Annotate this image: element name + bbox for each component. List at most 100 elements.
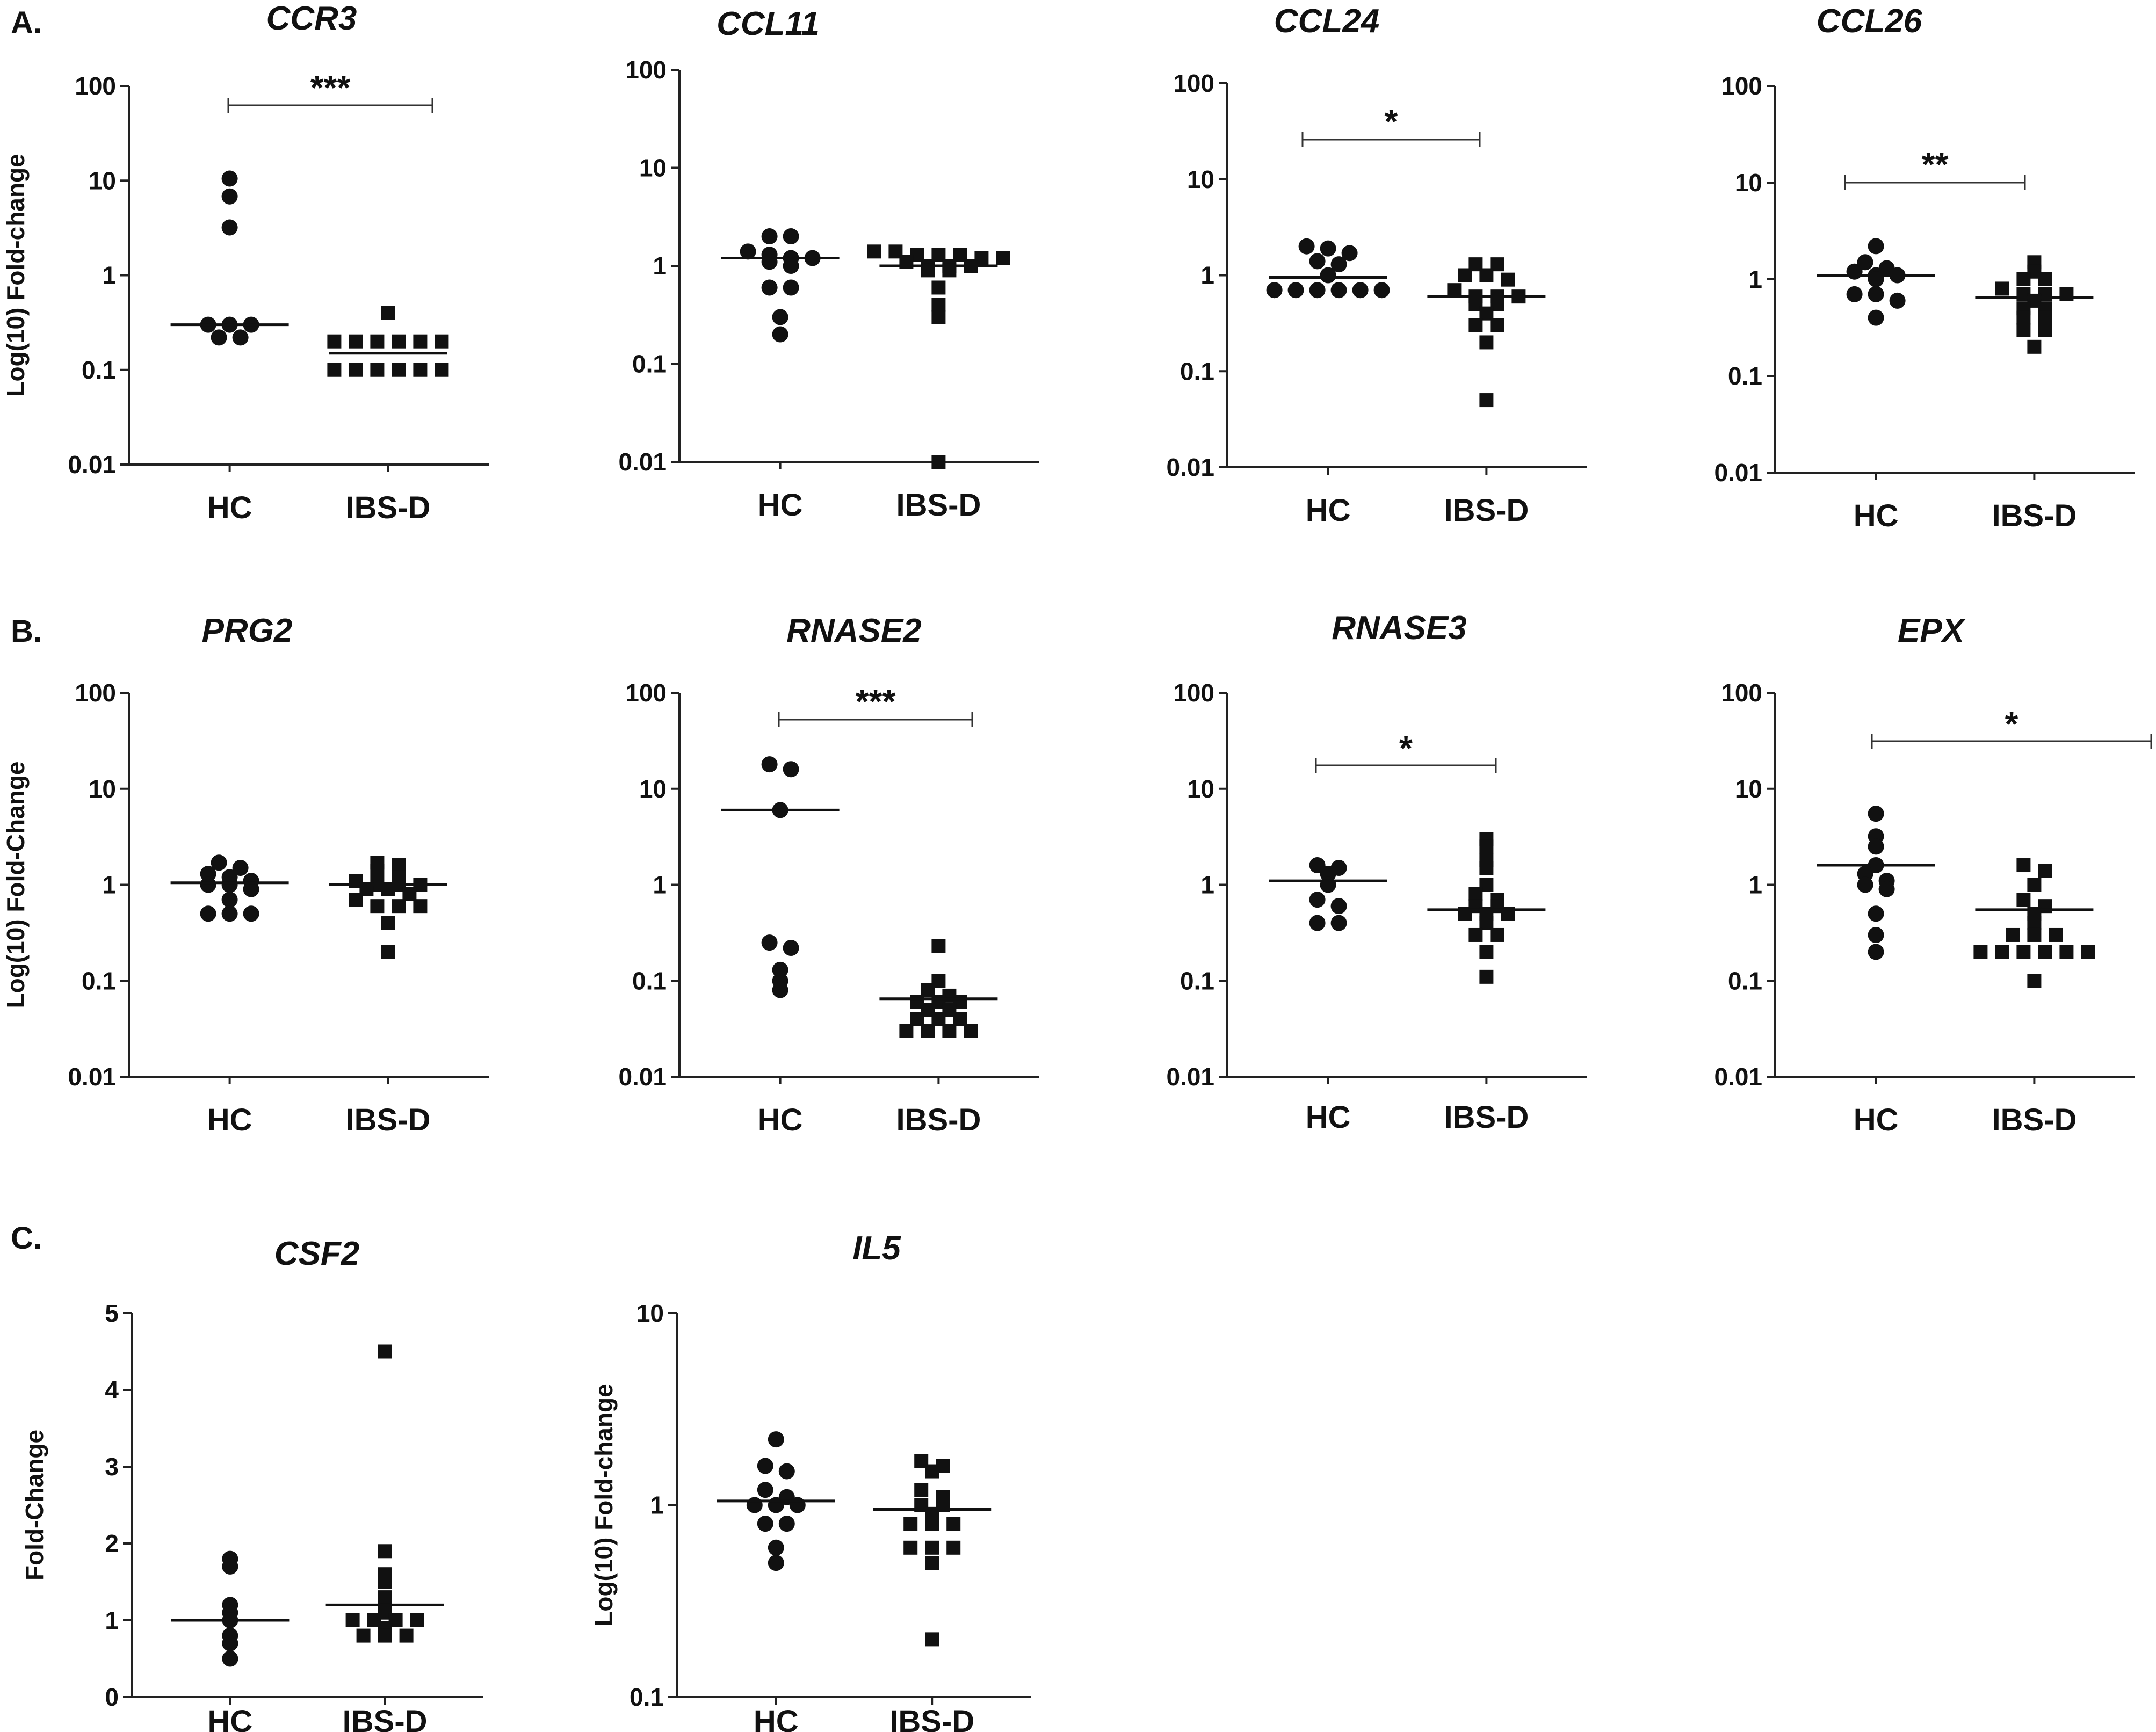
- data-point-ibs-d: [370, 334, 385, 349]
- chart-title: PRG2: [202, 612, 293, 649]
- data-point-ibs-d: [356, 1628, 371, 1643]
- data-point-hc: [1320, 267, 1336, 284]
- x-category-label: IBS-D: [1444, 1100, 1529, 1135]
- chart-ccl26: CCL26 0.01 0.1 1 10 100 HC IBS-D **: [1714, 3, 2135, 533]
- x-category-label: IBS-D: [345, 1103, 430, 1137]
- x-category-label: HC: [1306, 1100, 1351, 1135]
- data-point-ibs-d: [2016, 323, 2031, 337]
- chart-title: EPX: [1898, 612, 1966, 649]
- data-point-ibs-d: [2016, 272, 2031, 286]
- data-point-ibs-d: [370, 363, 385, 377]
- data-point-hc: [1330, 915, 1347, 931]
- data-point-ibs-d: [349, 363, 363, 377]
- data-point-ibs-d: [327, 363, 342, 377]
- y-tick-label: 0.1: [82, 356, 116, 384]
- chart-title: IL5: [852, 1230, 901, 1267]
- data-point-ibs-d: [903, 1540, 918, 1555]
- data-point-hc: [783, 761, 799, 778]
- chart-prg2: PRG2 0.01 0.1 1 10 100 HC IBS-D Log(10) Fold-Cha…: [2, 612, 489, 1137]
- data-point-ibs-d: [378, 1628, 392, 1643]
- data-point-hc: [1868, 806, 1884, 822]
- significance-stars: ***: [856, 682, 896, 721]
- significance-stars: *: [1399, 729, 1413, 767]
- significance-stars: ***: [310, 68, 351, 107]
- data-point-hc: [221, 219, 238, 236]
- y-tick-label: 0.01: [1714, 459, 1762, 487]
- data-point-ibs-d: [2049, 927, 2063, 942]
- data-point-ibs-d: [2016, 310, 2031, 325]
- chart-ccl11: CCL11 0.01 0.1 1 10 100 HC IBS-D: [618, 5, 1039, 523]
- data-point-hc: [761, 756, 778, 773]
- y-axis-title: Log(10) Fold-change: [2, 154, 30, 396]
- data-point-hc: [772, 982, 788, 998]
- data-point-hc: [1352, 282, 1369, 299]
- data-point-ibs-d: [925, 1556, 939, 1570]
- data-point-hc: [1857, 876, 1873, 893]
- data-point-hc: [222, 1558, 238, 1575]
- data-point-hc: [768, 1555, 784, 1571]
- data-point-ibs-d: [921, 983, 935, 997]
- y-tick-label: 10: [639, 775, 667, 803]
- x-category-label: HC: [754, 1704, 799, 1732]
- y-tick-label: 1: [102, 262, 116, 289]
- data-point-hc: [243, 881, 259, 897]
- x-category-label: IBS-D: [343, 1704, 428, 1732]
- data-point-hc: [1868, 309, 1884, 326]
- y-tick-label: 1: [1748, 265, 1762, 293]
- x-category-label: HC: [758, 1103, 803, 1137]
- data-point-hc: [783, 258, 799, 274]
- y-tick-label: 3: [105, 1453, 119, 1481]
- data-point-ibs-d: [381, 945, 395, 959]
- data-point-hc: [232, 860, 249, 876]
- y-tick-label: 1: [1200, 871, 1214, 899]
- data-point-ibs-d: [953, 1012, 967, 1026]
- data-point-hc: [757, 1516, 773, 1532]
- data-point-hc: [1330, 282, 1347, 299]
- data-point-ibs-d: [2081, 945, 2095, 959]
- x-category-label: IBS-D: [1992, 498, 2077, 533]
- y-tick-label: 100: [625, 679, 667, 707]
- y-tick-label: 10: [639, 154, 667, 182]
- y-tick-label: 100: [1173, 679, 1214, 707]
- data-point-hc: [761, 228, 778, 245]
- data-point-ibs-d: [2038, 272, 2052, 286]
- data-point-ibs-d: [435, 363, 449, 377]
- y-axis-title: Log(10) Fold-change: [590, 1383, 618, 1626]
- panel-letter-a: A.: [11, 5, 42, 40]
- chart-ccl24: CCL24 0.01 0.1 1 10 100 HC IBS-D *: [1166, 3, 1587, 528]
- data-point-ibs-d: [2038, 945, 2052, 959]
- data-point-ibs-d: [349, 334, 363, 349]
- y-tick-label: 0.01: [1166, 453, 1214, 481]
- data-point-ibs-d: [327, 334, 342, 349]
- y-tick-label: 5: [105, 1299, 119, 1327]
- data-point-hc: [1868, 905, 1884, 922]
- data-point-hc: [783, 279, 799, 296]
- data-point-ibs-d: [392, 363, 406, 377]
- data-point-ibs-d: [435, 334, 449, 349]
- data-point-ibs-d: [942, 1024, 957, 1038]
- significance-stars: **: [1922, 145, 1949, 184]
- data-point-ibs-d: [2027, 878, 2042, 892]
- data-point-hc: [1309, 915, 1326, 931]
- x-category-label: HC: [1854, 498, 1899, 533]
- data-point-ibs-d: [370, 899, 385, 914]
- data-point-hc: [1320, 240, 1336, 257]
- chart-il5: IL5 0.1 1 10 HC IBS-D Log(10) Fold-change: [590, 1230, 1031, 1732]
- data-point-ibs-d: [899, 1024, 914, 1038]
- data-point-ibs-d: [1995, 945, 2009, 959]
- data-point-ibs-d: [378, 1344, 392, 1359]
- data-point-ibs-d: [413, 363, 428, 377]
- data-point-ibs-d: [931, 280, 946, 295]
- x-category-label: IBS-D: [345, 490, 430, 525]
- y-tick-label: 0.01: [618, 1063, 667, 1091]
- data-point-ibs-d: [921, 1024, 935, 1038]
- y-tick-label: 0.01: [618, 448, 667, 476]
- data-point-ibs-d: [1479, 306, 1494, 321]
- x-category-label: HC: [207, 1103, 252, 1137]
- x-category-label: HC: [1306, 493, 1351, 528]
- data-point-ibs-d: [2038, 323, 2052, 337]
- data-point-ibs-d: [925, 1632, 939, 1647]
- y-tick-label: 0: [105, 1683, 119, 1711]
- y-tick-label: 10: [636, 1299, 664, 1327]
